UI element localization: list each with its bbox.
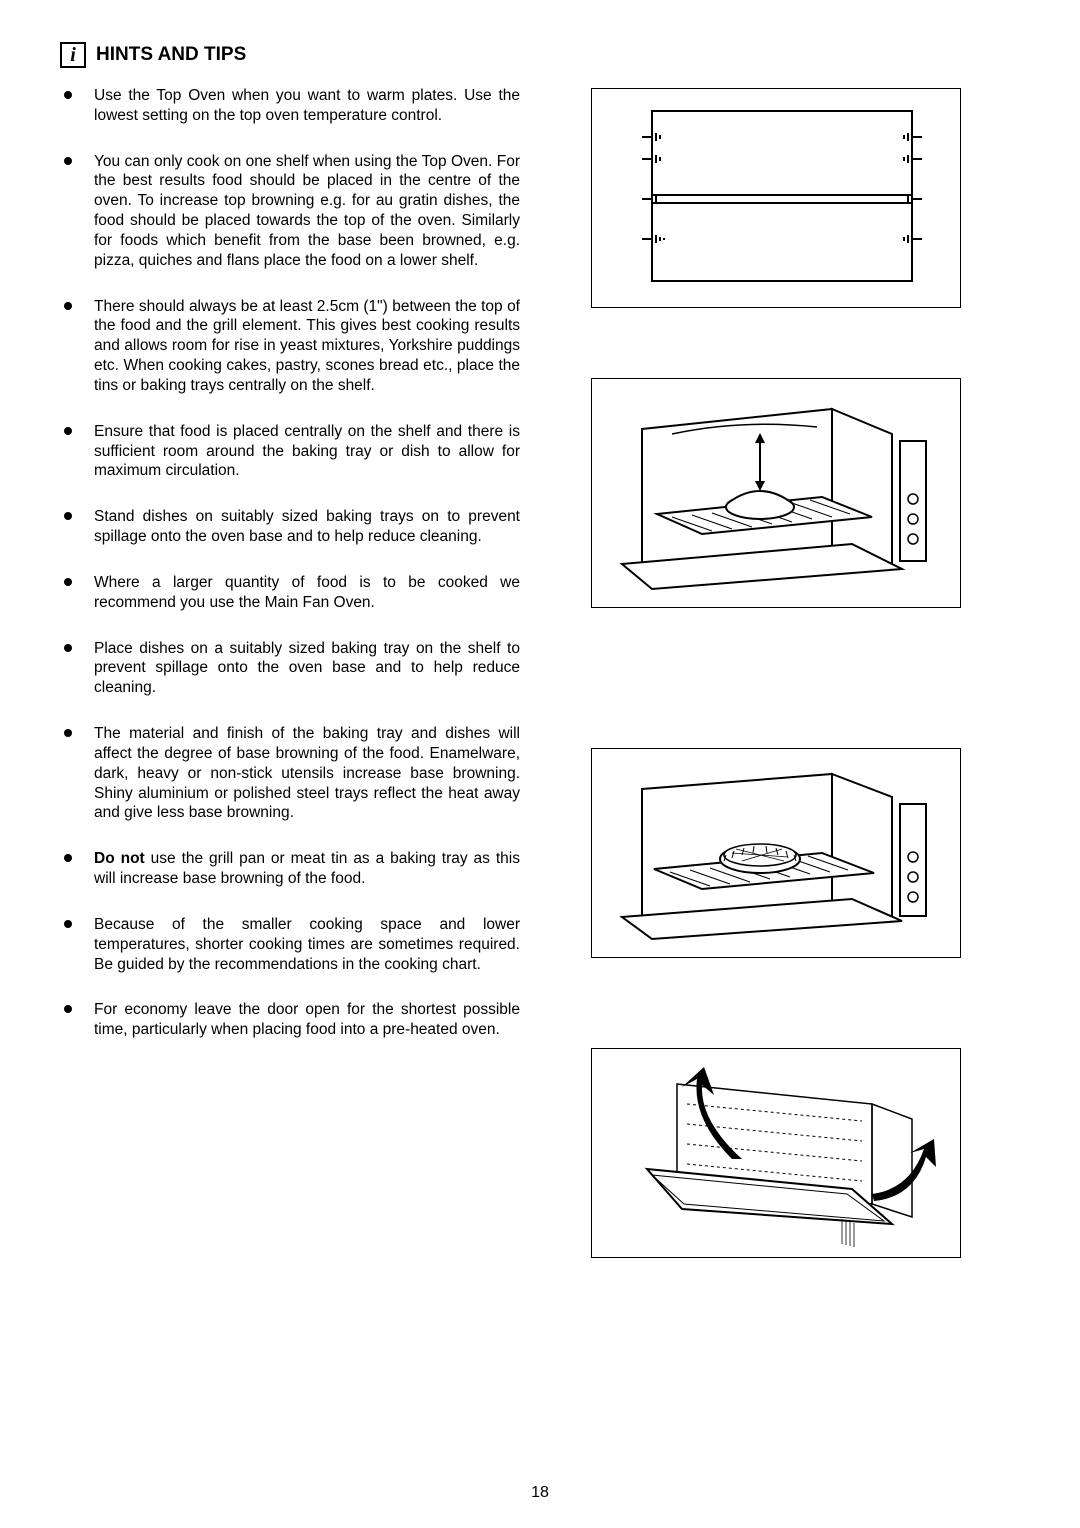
page-title: HINTS AND TIPS: [96, 44, 246, 66]
tip-item: Use the Top Oven when you want to warm p…: [60, 86, 520, 126]
figures-column: [556, 86, 996, 1258]
tip-item: You can only cook on one shelf when usin…: [60, 152, 520, 271]
tip-item: Place dishes on a suitably sized baking …: [60, 639, 520, 698]
tip-item: Because of the smaller cooking space and…: [60, 915, 520, 974]
tip-item: Ensure that food is placed centrally on …: [60, 422, 520, 481]
info-icon-letter: i: [70, 45, 76, 65]
tips-list: Use the Top Oven when you want to warm p…: [60, 86, 520, 1040]
tips-column: Use the Top Oven when you want to warm p…: [60, 86, 520, 1258]
header: i HINTS AND TIPS: [60, 42, 1020, 68]
figure-shelf-positions: [591, 88, 961, 308]
figure-heat-arrows: [591, 1048, 961, 1258]
content-columns: Use the Top Oven when you want to warm p…: [60, 86, 1020, 1258]
page-number: 18: [0, 1484, 1080, 1502]
tip-item: The material and finish of the baking tr…: [60, 724, 520, 823]
figure-clearance: [591, 378, 961, 608]
tip-item: There should always be at least 2.5cm (1…: [60, 297, 520, 396]
info-icon: i: [60, 42, 86, 68]
tip-item: Where a larger quantity of food is to be…: [60, 573, 520, 613]
tip-item: For economy leave the door open for the …: [60, 1000, 520, 1040]
figure-dish-centered: [591, 748, 961, 958]
tip-item: Stand dishes on suitably sized baking tr…: [60, 507, 520, 547]
tip-item: Do not use the grill pan or meat tin as …: [60, 849, 520, 889]
